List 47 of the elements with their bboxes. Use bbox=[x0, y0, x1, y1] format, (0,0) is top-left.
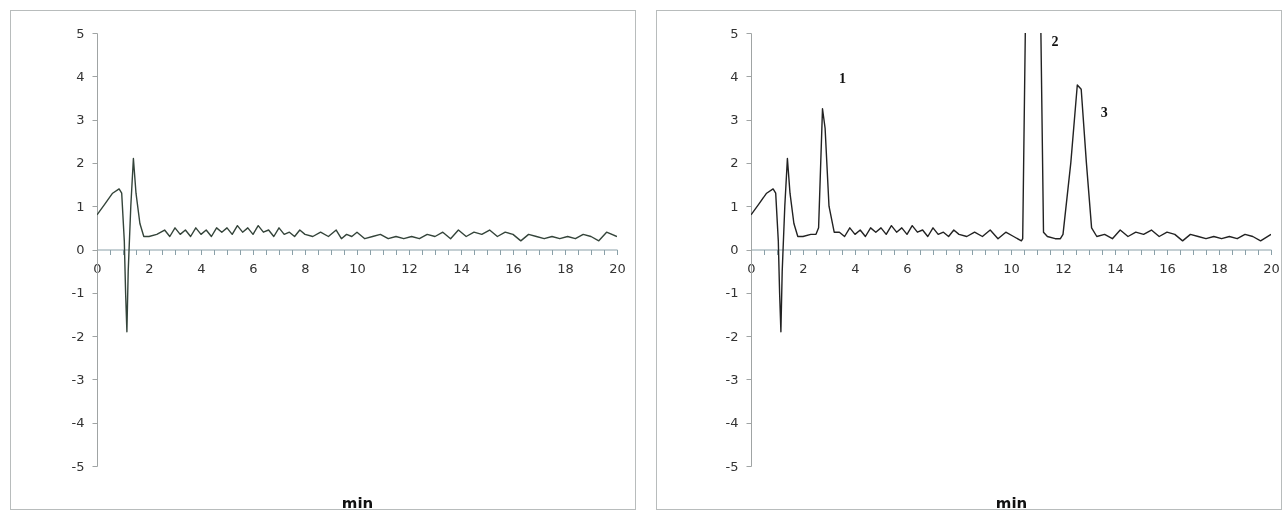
x-tick-label: 10 bbox=[1003, 261, 1020, 276]
y-tick-label: 1 bbox=[730, 198, 739, 214]
y-tick-label: 0 bbox=[730, 242, 739, 257]
y-tick-label: 1 bbox=[76, 198, 85, 214]
x-tick-label: 2 bbox=[799, 261, 808, 276]
x-axis-title: min bbox=[341, 494, 374, 512]
y-tick-label: 2 bbox=[730, 155, 739, 171]
y-tick-label: 4 bbox=[76, 68, 85, 84]
annotation: 1 bbox=[839, 70, 846, 86]
y-tick-label: 3 bbox=[730, 112, 739, 128]
x-tick-label: 8 bbox=[301, 261, 310, 276]
y-tick-label: 0 bbox=[76, 242, 85, 257]
x-tick-label: 12 bbox=[401, 261, 418, 276]
y-tick-label: -2 bbox=[71, 328, 85, 344]
x-tick-label: 4 bbox=[851, 261, 860, 276]
y-tick-label: 4 bbox=[730, 68, 739, 84]
y-tick-label: -3 bbox=[725, 371, 739, 387]
y-tick-label: -4 bbox=[725, 415, 739, 431]
x-axis-title: min bbox=[995, 494, 1028, 512]
x-tick-label: 20 bbox=[1263, 261, 1280, 276]
y-tick-label: 3 bbox=[76, 112, 85, 128]
y-tick-label: -5 bbox=[71, 458, 85, 474]
x-tick-label: 2 bbox=[145, 261, 154, 276]
x-tick-label: 10 bbox=[349, 261, 366, 276]
x-tick-label: 18 bbox=[557, 261, 574, 276]
x-tick-label: 8 bbox=[955, 261, 964, 276]
y-tick-label: -1 bbox=[71, 285, 85, 301]
x-tick-label: 16 bbox=[1159, 261, 1176, 276]
x-tick-label: 14 bbox=[453, 261, 470, 276]
y-tick-label: 2 bbox=[76, 155, 85, 171]
y-tick-label: 5 bbox=[730, 25, 739, 41]
y-tick-label: -4 bbox=[71, 415, 85, 431]
x-tick-label: 20 bbox=[609, 261, 626, 276]
x-tick-label: 4 bbox=[197, 261, 206, 276]
annotation: 3 bbox=[1100, 104, 1108, 120]
x-tick-label: 14 bbox=[1107, 261, 1124, 276]
y-tick-label: -1 bbox=[725, 285, 739, 301]
x-tick-label: 12 bbox=[1055, 261, 1072, 276]
y-tick-label: -2 bbox=[725, 328, 739, 344]
y-tick-label: -3 bbox=[71, 371, 85, 387]
annotation: 2 bbox=[1051, 34, 1059, 49]
y-tick-label: -5 bbox=[725, 458, 739, 474]
x-tick-label: 16 bbox=[505, 261, 522, 276]
x-tick-label: 6 bbox=[903, 261, 912, 276]
x-tick-label: 18 bbox=[1211, 261, 1228, 276]
y-tick-label: 5 bbox=[76, 25, 85, 41]
x-tick-label: 6 bbox=[249, 261, 258, 276]
